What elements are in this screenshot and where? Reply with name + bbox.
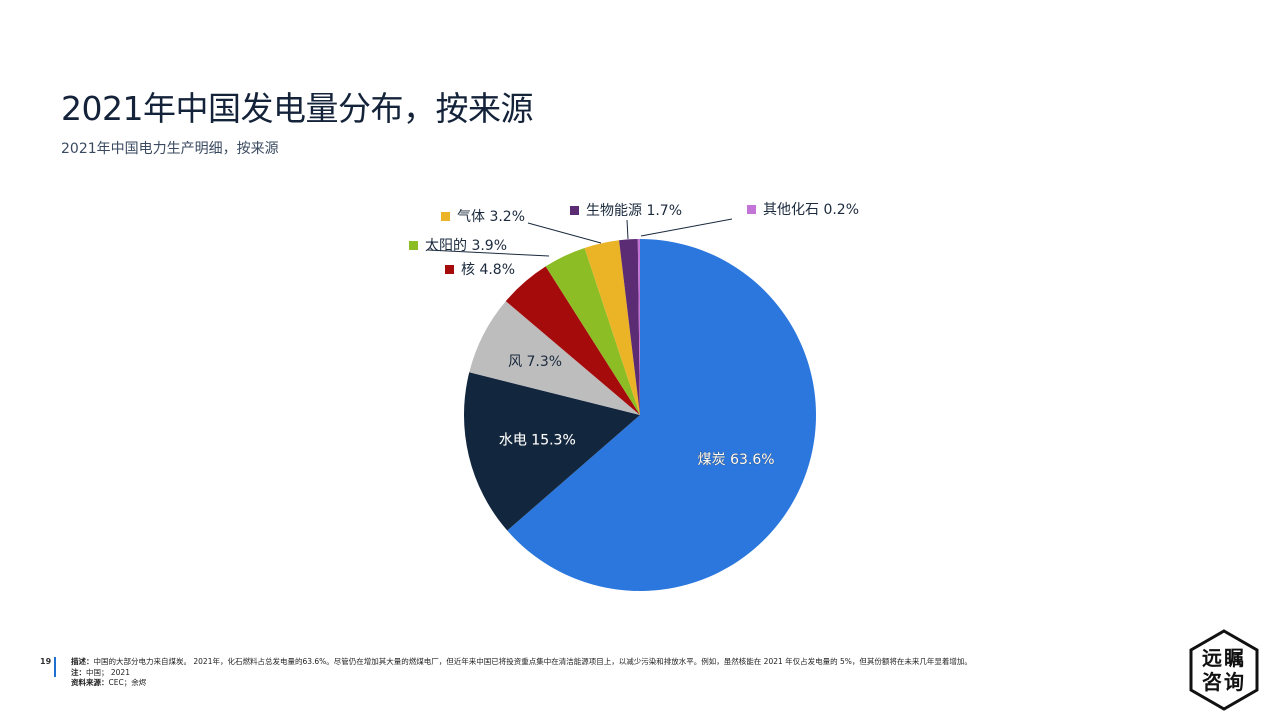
legend-key-8: [747, 205, 756, 214]
pie-slice-3: [469, 301, 640, 415]
logo-line-2: 咨询: [1202, 670, 1246, 694]
data-label-1: 煤炭 63.6%: [698, 452, 775, 468]
pie-slice-7: [619, 239, 640, 415]
leader-line-6: [527, 222, 602, 244]
desc-text: 中国的大部分电力来自煤炭。 2021年，化石燃料占总发电量的63.6%。尽管仍在…: [93, 657, 972, 666]
legend-key-7: [570, 206, 579, 215]
data-label-7: 生物能源 1.7%: [586, 203, 682, 219]
legend-key-5: [409, 241, 418, 250]
page-number: 19: [40, 657, 52, 666]
leader-line-5: [427, 249, 550, 257]
pie-slice-2: [463, 372, 640, 531]
pie-slice-1: [507, 239, 817, 591]
note-text: 中国； 2021: [86, 667, 130, 677]
pie-slice-6: [584, 240, 640, 415]
data-label-4: 核 4.8%: [461, 262, 515, 278]
data-label-6: 气体 3.2%: [457, 209, 525, 225]
data-label-8: 其他化石 0.2%: [763, 202, 859, 218]
pie-slice-4: [505, 266, 640, 415]
pie-slice-5: [545, 247, 640, 415]
footer-accent-bar: [54, 657, 56, 677]
desc-label: 描述：: [71, 657, 94, 666]
data-label-3: 风 7.3%: [508, 354, 562, 370]
page-title: 2021年中国发电量分布，按来源: [61, 89, 533, 128]
logo-line-1: 远瞩: [1202, 646, 1246, 670]
source-label: 资料来源：: [71, 678, 109, 687]
legend-key-4: [445, 265, 454, 274]
data-label-5: 太阳的 3.9%: [425, 238, 507, 254]
page-subtitle: 2021年中国电力生产明细，按来源: [61, 141, 279, 157]
company-logo: 远瞩 咨询: [1188, 628, 1260, 712]
leader-line-7: [626, 219, 629, 240]
footer-notes: 描述：中国的大部分电力来自煤炭。 2021年，化石燃料占总发电量的63.6%。尽…: [71, 657, 972, 689]
source-text: CEC；余烬: [108, 678, 147, 687]
pie-slice-8: [637, 239, 640, 415]
data-label-2: 水电 15.3%: [499, 433, 576, 449]
legend-key-6: [441, 212, 450, 221]
leader-line-8: [640, 218, 733, 237]
note-label: 注：: [71, 667, 86, 677]
